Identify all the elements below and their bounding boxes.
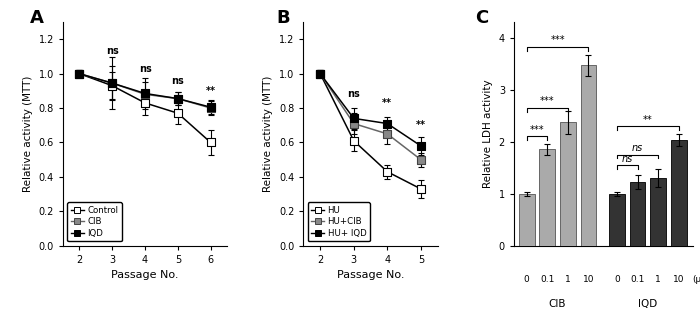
Text: ns: ns (347, 89, 360, 100)
Point (382, 121, 393, 126)
Point (172, 111, 183, 116)
Point (205, 140, 216, 145)
Point (74, 71, 85, 76)
Point (382, 169, 393, 174)
Point (415, 157, 426, 162)
Point (106, 81, 118, 86)
Text: ns: ns (622, 153, 633, 163)
Bar (519, 194, 535, 246)
Bar (671, 140, 687, 246)
Text: 1: 1 (655, 275, 661, 284)
Point (172, 96, 183, 101)
Point (348, 138, 359, 143)
Text: C: C (475, 9, 488, 27)
Point (314, 71, 326, 76)
Point (415, 143, 426, 148)
Point (314, 71, 326, 76)
Point (106, 81, 118, 86)
Text: ***: *** (530, 125, 545, 135)
Text: ns: ns (172, 76, 184, 86)
Text: **: ** (643, 115, 652, 124)
Point (348, 121, 359, 126)
Y-axis label: Relative activity (MTT): Relative activity (MTT) (23, 76, 33, 192)
Point (139, 92, 150, 97)
Text: CIB: CIB (549, 299, 566, 309)
Legend: HU, HU+CIB, HU+ IQD: HU, HU+CIB, HU+ IQD (308, 202, 370, 241)
Text: 0: 0 (524, 275, 530, 284)
Point (172, 96, 183, 101)
Text: 0.1: 0.1 (631, 275, 645, 284)
Text: 10: 10 (582, 275, 594, 284)
Point (348, 116, 359, 121)
Point (314, 71, 326, 76)
Bar (540, 150, 555, 246)
Text: ns: ns (139, 64, 151, 74)
Text: IQD: IQD (638, 299, 657, 309)
Bar (609, 194, 625, 246)
Bar (560, 123, 576, 246)
X-axis label: Passage No.: Passage No. (337, 270, 405, 280)
Point (205, 105, 216, 110)
Point (205, 106, 216, 111)
Text: (μM): (μM) (692, 275, 700, 284)
Y-axis label: Relative LDH activity: Relative LDH activity (483, 80, 493, 188)
Point (382, 131, 393, 136)
Text: 0: 0 (614, 275, 620, 284)
Y-axis label: Relative activity (MTT): Relative activity (MTT) (263, 76, 274, 192)
Bar (580, 65, 596, 246)
Bar (629, 182, 645, 246)
Text: ***: *** (550, 36, 565, 45)
Text: B: B (276, 9, 290, 27)
Text: 0.1: 0.1 (540, 275, 554, 284)
Text: ns: ns (106, 46, 118, 56)
Text: A: A (30, 9, 44, 27)
Point (139, 91, 150, 96)
Point (74, 71, 85, 76)
Point (415, 186, 426, 192)
Text: **: ** (206, 86, 216, 96)
Text: ***: *** (540, 96, 554, 106)
Text: **: ** (416, 120, 426, 130)
Legend: Control, CIB, IQD: Control, CIB, IQD (67, 202, 122, 241)
Text: 1: 1 (565, 275, 570, 284)
Text: **: ** (382, 98, 392, 108)
X-axis label: Passage No.: Passage No. (111, 270, 178, 280)
Bar (650, 178, 666, 246)
Point (74, 71, 85, 76)
Point (106, 83, 118, 88)
Text: ns: ns (632, 143, 643, 153)
Point (139, 100, 150, 106)
Text: 10: 10 (673, 275, 685, 284)
